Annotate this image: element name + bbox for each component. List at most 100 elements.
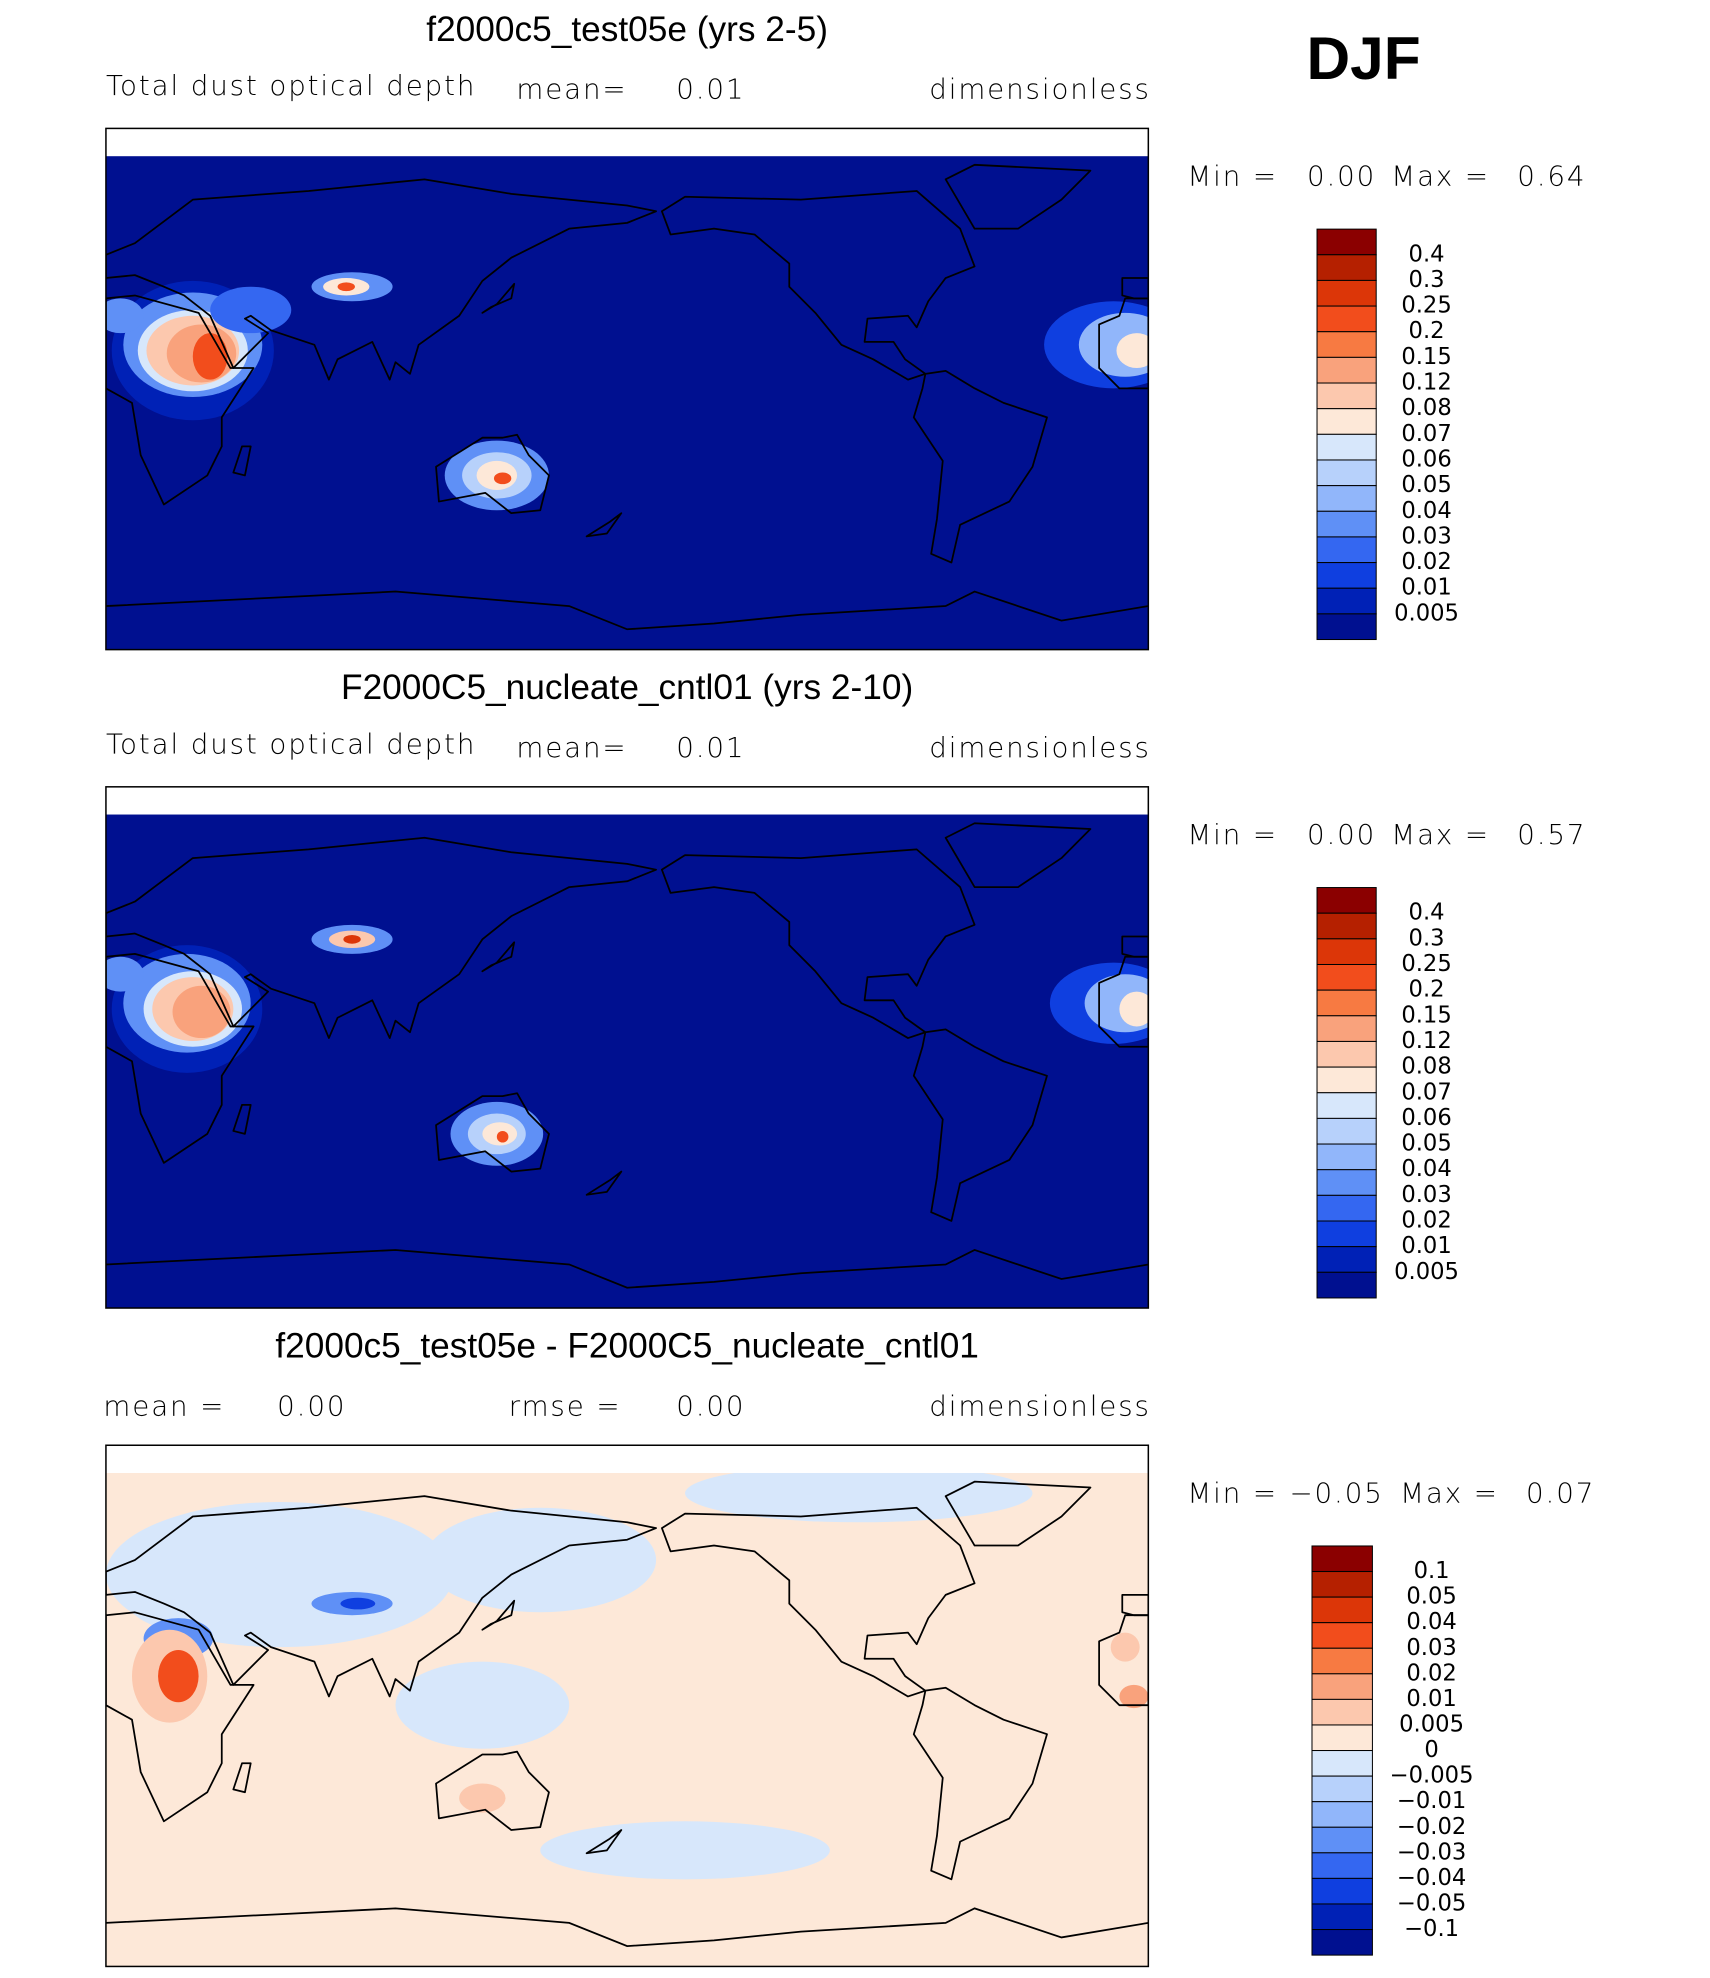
colorbar-box xyxy=(1316,1220,1377,1248)
coastline xyxy=(105,590,1149,631)
coastline xyxy=(912,1028,1048,1222)
rmse-label: rmse = xyxy=(509,1389,622,1422)
season-label: DJF xyxy=(1307,24,1421,92)
colorbar-label: 0.05 xyxy=(1401,472,1451,498)
colorbar-box xyxy=(1316,887,1377,914)
colorbar-box xyxy=(1316,485,1377,512)
panel-title: f2000c5_test05e - F2000C5_nucleate_cntl0… xyxy=(275,1327,979,1366)
colorbar-box xyxy=(1316,1092,1377,1119)
colorbar-box xyxy=(1311,1545,1373,1573)
units-label: dimensionless xyxy=(929,731,1151,764)
coastline xyxy=(481,1599,516,1631)
colorbar-label: 0.04 xyxy=(1401,1156,1451,1182)
colorbar-label: −0.05 xyxy=(1397,1890,1466,1916)
colorbar-label: 0.2 xyxy=(1409,977,1445,1003)
coastline xyxy=(1121,935,1149,958)
min-label: Min = xyxy=(1187,1476,1278,1509)
field-contour xyxy=(395,1661,570,1749)
coastline xyxy=(232,1762,252,1794)
min-label: Min = xyxy=(1187,818,1278,851)
colorbar-box xyxy=(1316,228,1377,256)
min-value: 0.00 xyxy=(1307,818,1376,851)
min-value: −0.05 xyxy=(1289,1476,1383,1509)
max-label: Max = xyxy=(1391,160,1490,193)
coastline xyxy=(944,822,1092,888)
colorbar-label: −0.02 xyxy=(1397,1814,1466,1840)
field-contour xyxy=(105,956,144,992)
field-contour xyxy=(1119,1684,1149,1709)
map-frame xyxy=(105,1444,1150,1968)
max-label: Max = xyxy=(1391,818,1490,851)
field-label: Total dust optical depth xyxy=(106,69,476,102)
mean-value: 0.01 xyxy=(676,731,745,764)
colorbar-label: −0.03 xyxy=(1397,1839,1466,1865)
coastline xyxy=(1121,277,1149,300)
map xyxy=(105,156,1149,650)
coastline xyxy=(912,1686,1048,1881)
colorbar-box xyxy=(1316,1246,1377,1273)
colorbar-label: 0.4 xyxy=(1409,900,1445,926)
coastline xyxy=(585,1829,623,1855)
field-contour xyxy=(493,472,512,485)
coastline xyxy=(1121,1593,1149,1617)
coastline xyxy=(481,282,516,314)
colorbar-label: 0.07 xyxy=(1401,1079,1451,1105)
colorbar-box xyxy=(1311,1852,1373,1879)
coastline xyxy=(1098,297,1149,390)
field-contour xyxy=(120,1545,266,1633)
colorbar-label: 0.15 xyxy=(1401,1002,1451,1028)
colorbar-box xyxy=(1311,1775,1373,1803)
map-background xyxy=(105,814,1149,1309)
units-label: dimensionless xyxy=(929,73,1151,106)
field-contour xyxy=(158,1650,199,1703)
colorbar-label: 0.3 xyxy=(1409,267,1445,293)
panel-title: F2000C5_nucleate_cntl01 (yrs 2-10) xyxy=(341,668,913,707)
colorbar-box xyxy=(1311,1698,1373,1726)
field-contour xyxy=(1116,333,1149,369)
coastline xyxy=(105,836,657,1039)
coastline xyxy=(105,1495,657,1698)
colorbar-label: 0.25 xyxy=(1401,293,1451,319)
colorbar-box xyxy=(1311,1929,1373,1956)
map-frame xyxy=(105,127,1150,651)
colorbar-box xyxy=(1316,305,1377,333)
field-contour xyxy=(1119,991,1149,1027)
colorbar-box xyxy=(1316,1271,1377,1299)
coastline xyxy=(435,1092,550,1173)
colorbar-label: 0.12 xyxy=(1401,1028,1451,1054)
panel: f2000c5_test05e (yrs 2-5) Total dust opti… xyxy=(105,10,1585,651)
colorbar-label: −0.1 xyxy=(1404,1916,1459,1942)
colorbar-label: 0.005 xyxy=(1399,1711,1464,1737)
coastline xyxy=(1098,955,1149,1048)
max-value: 0.07 xyxy=(1526,1476,1595,1509)
field-contour xyxy=(172,985,231,1039)
colorbar-label: 0.05 xyxy=(1406,1584,1456,1610)
colorbar-label: 0.07 xyxy=(1401,421,1451,447)
colorbar-box xyxy=(1316,1143,1377,1171)
coastline xyxy=(585,512,623,538)
coastline xyxy=(1098,1614,1149,1707)
coastline xyxy=(105,178,657,381)
colorbar-label: 0.06 xyxy=(1401,446,1451,472)
colorbar-box xyxy=(1316,963,1377,991)
colorbar-box xyxy=(1311,1647,1373,1675)
coastline xyxy=(585,1170,623,1196)
colorbar-label: 0.02 xyxy=(1401,549,1451,575)
colorbar-label: 0.2 xyxy=(1409,318,1445,344)
map xyxy=(105,814,1149,1309)
panel: F2000C5_nucleate_cntl01 (yrs 2-10) Total … xyxy=(105,668,1585,1309)
colorbar-label: 0.25 xyxy=(1401,951,1451,977)
colorbar-box xyxy=(1316,279,1377,307)
colorbar-label: −0.04 xyxy=(1397,1865,1466,1891)
coastline xyxy=(660,848,976,1039)
colorbar-box xyxy=(1316,331,1377,358)
colorbar-box xyxy=(1316,510,1377,538)
colorbar-box xyxy=(1311,1877,1373,1905)
colorbar-label: −0.01 xyxy=(1397,1788,1466,1814)
colorbar-box xyxy=(1311,1903,1373,1931)
colorbar-box xyxy=(1316,1066,1377,1094)
colorbar-label: −0.005 xyxy=(1390,1763,1474,1789)
colorbar-box xyxy=(1316,1194,1377,1222)
coastline xyxy=(232,1103,252,1135)
